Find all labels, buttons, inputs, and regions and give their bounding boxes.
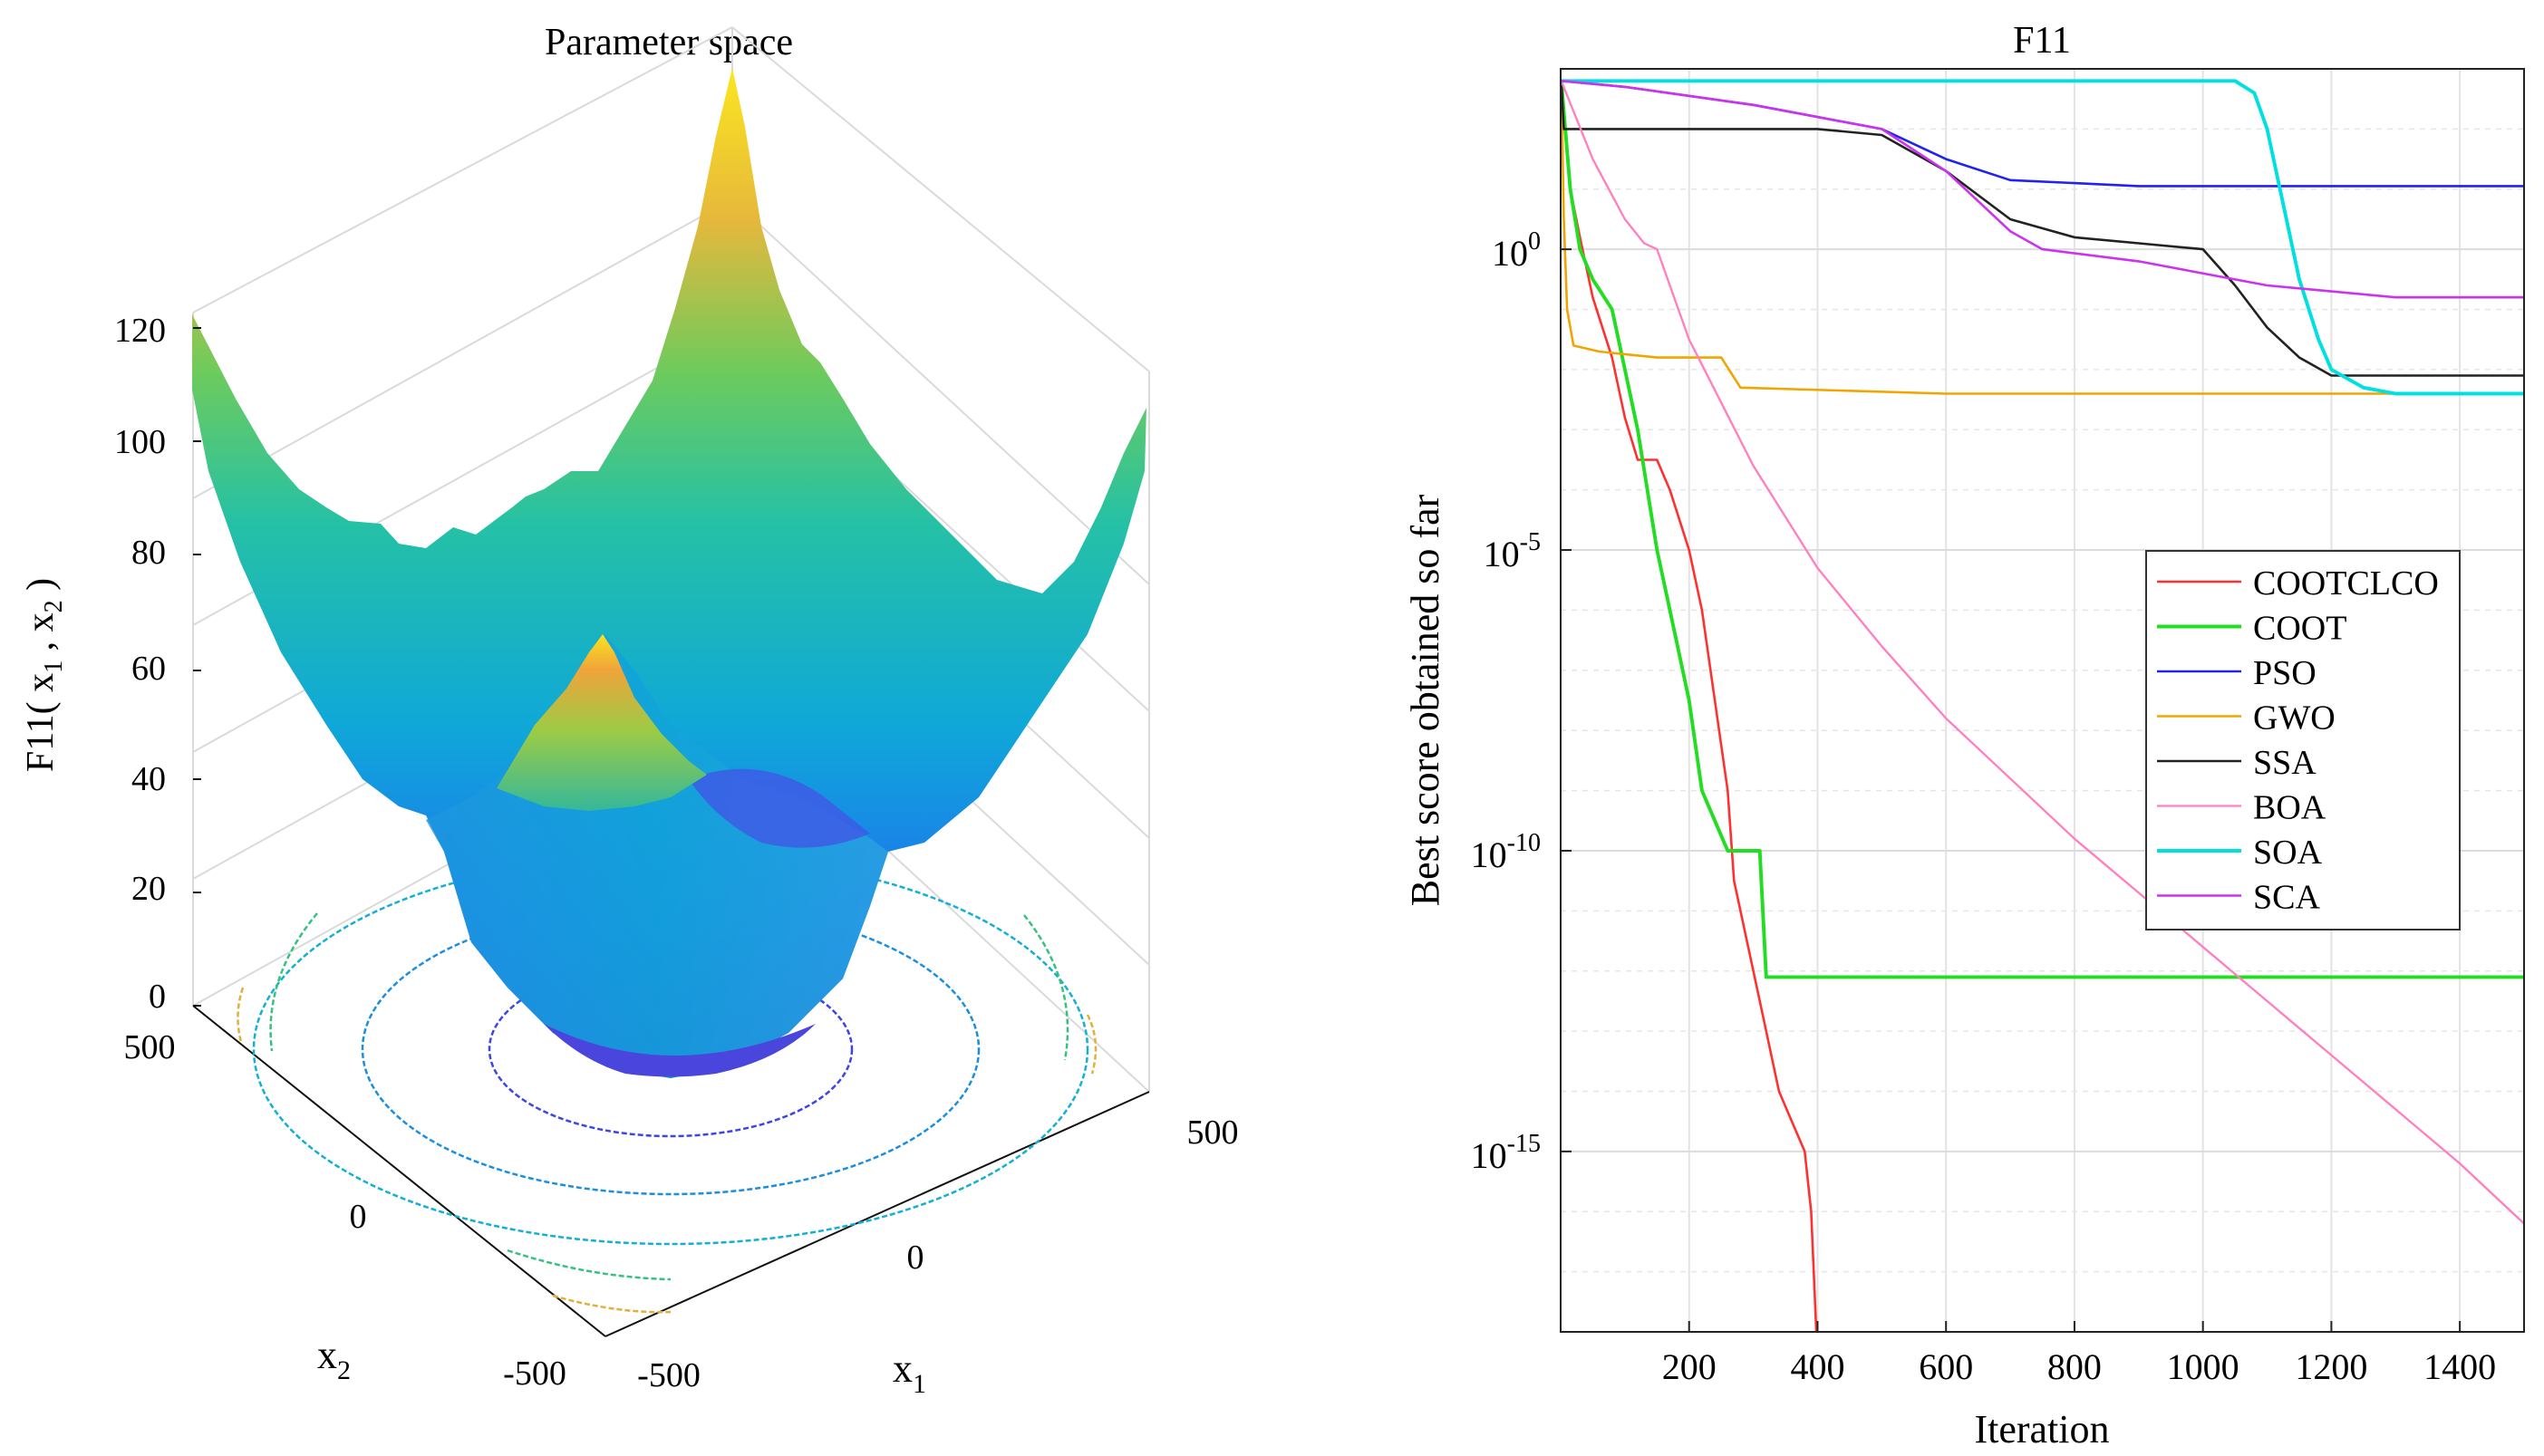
x-tick-label: 800: [2047, 1346, 2102, 1387]
plot-frame: [1560, 68, 2525, 1333]
x2-tick-label: 0: [350, 1198, 367, 1236]
x-tick-label: 1000: [2167, 1346, 2239, 1387]
legend-box: [2145, 550, 2461, 930]
z-axis: 0 20 40 60 80 100 120: [114, 312, 201, 1016]
series-line-gwo: [1561, 81, 2524, 395]
y-ticks: 100 10-5 10-10 10-15: [1471, 227, 1572, 1176]
series-line-ssa: [1561, 81, 2524, 377]
z-tick-label: 100: [114, 423, 166, 461]
x2-axis-label: x2: [317, 1333, 351, 1385]
legend-label: PSO: [2253, 654, 2317, 692]
z-tick-label: 20: [131, 870, 166, 908]
x-tick-label: 200: [1662, 1346, 1717, 1387]
series-line-coot: [1561, 81, 2524, 979]
series-line-cootclco: [1561, 81, 1818, 1332]
x-tick-label: 600: [1919, 1346, 1973, 1387]
surface-mesh: [192, 68, 1146, 1078]
floor-axes: [192, 1005, 1150, 1337]
series-line-boa: [1561, 80, 2524, 1225]
x1-tick-label: -500: [637, 1356, 701, 1394]
series-line-soa: [1561, 79, 2524, 396]
surface-panel: Parameter space: [20, 22, 1239, 1399]
x-tick-label: 1400: [2423, 1346, 2496, 1387]
z-axis-label: F11( x1 , x2 ): [20, 578, 68, 772]
y-tick-label: 10-10: [1471, 829, 1541, 875]
legend-label: BOA: [2253, 789, 2326, 827]
surface-front-spike: [497, 634, 707, 811]
z-tick-label: 60: [131, 650, 166, 688]
z-tick-label: 80: [131, 534, 166, 572]
surface-title: Parameter space: [545, 22, 793, 63]
y-tick-label: 100: [1492, 227, 1541, 274]
x2-tick-label: -500: [503, 1355, 566, 1393]
x2-tick-label: 500: [124, 1028, 176, 1066]
convergence-panel: F11 200 400 600 800 1000 1200 1400 100 10-5 10-1…: [1403, 20, 2525, 1451]
legend-label: SOA: [2253, 834, 2323, 872]
series-layer: [1561, 79, 2524, 1332]
x1-tick-label: 500: [1187, 1114, 1239, 1152]
x-tick-label: 400: [1790, 1346, 1844, 1387]
y-axis-label: Best score obtained so far: [1403, 494, 1447, 906]
legend: COOTCLCO COOT PSO GWO SSA BOA SOA SCA: [2145, 550, 2461, 930]
z-tick-label: 120: [114, 312, 166, 350]
x2-axis: 500 0 -500 x2: [124, 1028, 566, 1393]
x1-axis: -500 0 500 x1: [637, 1114, 1238, 1399]
legend-label: GWO: [2253, 699, 2336, 738]
x1-axis-label: x1: [893, 1346, 926, 1399]
x-tick-label: 1200: [2295, 1346, 2367, 1387]
y-tick-label: 10-5: [1484, 528, 1541, 574]
y-tick-label: 10-15: [1471, 1130, 1541, 1176]
series-line-sca: [1561, 80, 2524, 299]
x-axis-label: Iteration: [1974, 1407, 2109, 1451]
legend-label: SCA: [2253, 879, 2320, 917]
z-tick-label: 40: [131, 760, 166, 798]
legend-label: SSA: [2253, 744, 2317, 782]
x1-tick-label: 0: [907, 1239, 924, 1277]
legend-label: COOT: [2253, 610, 2346, 648]
surface-dip: [689, 768, 870, 848]
z-tick-label: 0: [149, 978, 166, 1016]
legend-label: COOTCLCO: [2253, 564, 2439, 603]
x-ticks: 200 400 600 800 1000 1200 1400: [1662, 1321, 2496, 1387]
convergence-title: F11: [2013, 20, 2071, 62]
surface-bottom: [544, 1024, 816, 1077]
